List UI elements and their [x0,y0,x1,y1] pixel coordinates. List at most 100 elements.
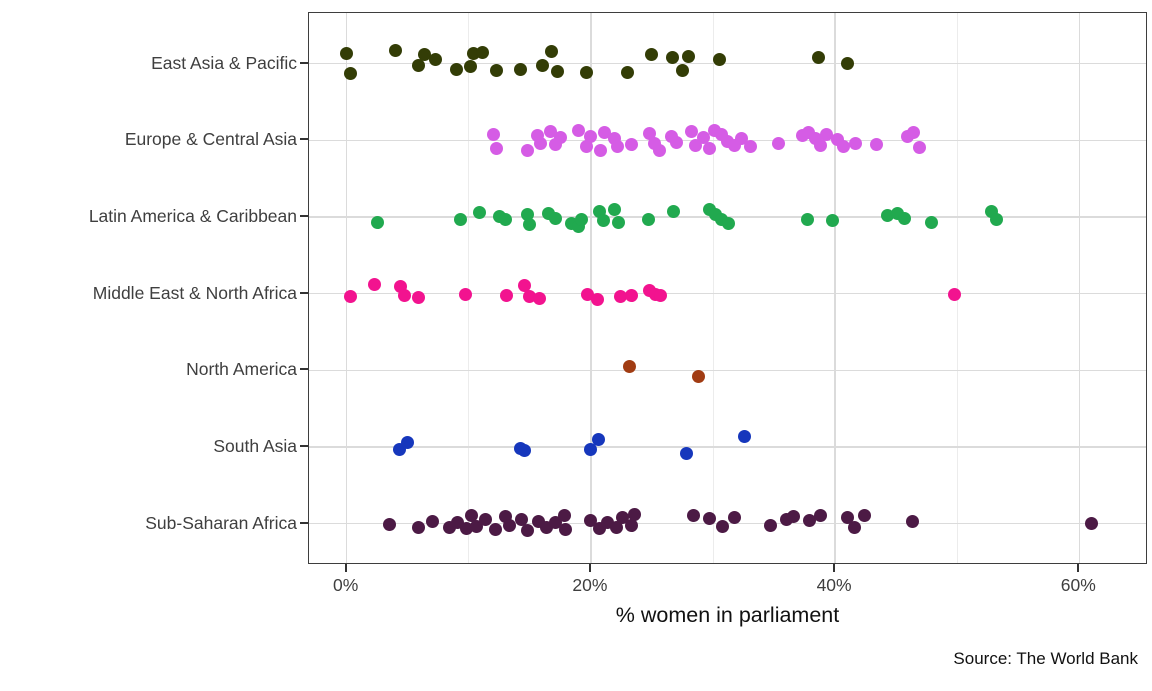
data-point [534,136,548,150]
data-point [787,510,801,524]
data-point [679,447,693,461]
data-point [590,293,604,307]
data-point [621,66,635,80]
x-axis-title: % women in parliament [615,603,840,627]
data-point [498,212,512,226]
data-point [667,204,681,218]
data-point [397,289,411,303]
data-point [463,60,477,74]
data-point [686,509,700,523]
x-tick-label: 20% [572,575,608,595]
data-point [514,513,528,527]
data-point [558,523,572,537]
data-point [412,59,426,73]
data-point [553,130,567,144]
minor-gridline [712,13,714,563]
row-gridline [309,446,1146,448]
data-point [382,518,396,532]
y-tick-label: Middle East & North Africa [92,282,297,303]
y-tick-mark [300,444,308,447]
data-point [513,63,527,77]
data-point [520,524,534,538]
data-point [898,211,912,225]
data-point [722,216,736,230]
data-point [486,127,500,141]
x-tick-mark [588,564,591,572]
data-point [475,46,489,60]
data-point [597,125,611,139]
data-point [1085,517,1098,531]
data-point [551,65,565,79]
data-point [610,521,624,535]
data-point [490,64,504,78]
data-point [702,141,716,155]
data-point [738,430,752,444]
data-point [591,433,605,447]
data-point [584,129,598,143]
data-point [500,289,514,303]
data-point [596,213,610,227]
data-point [368,278,382,292]
data-point [502,519,516,533]
data-point [624,519,638,533]
data-point [763,519,777,533]
data-point [653,289,667,303]
data-point [802,514,816,528]
data-point [912,140,926,154]
data-point [691,369,705,383]
x-tick-label: 0% [333,575,359,595]
row-gridline [309,292,1146,295]
y-tick-mark [300,215,308,217]
y-tick-label: North America [186,359,297,380]
data-point [580,288,594,302]
data-point [450,63,464,77]
data-point [641,212,655,226]
data-point [811,51,825,65]
data-point [645,48,659,62]
data-point [340,47,354,61]
data-point [696,130,710,144]
data-point [453,212,467,226]
data-point [772,136,786,150]
data-point [574,212,588,226]
data-point [548,211,562,225]
data-point [412,521,426,535]
major-gridline [834,13,836,563]
data-point [881,208,895,222]
data-point [418,48,432,62]
data-point [389,44,403,58]
major-gridline [345,13,348,563]
minor-gridline [468,13,470,563]
plot-panel [308,12,1147,564]
data-point [458,288,472,302]
data-point [628,508,642,522]
data-point [535,59,549,73]
minor-gridline [956,13,958,563]
data-point [702,512,716,526]
data-point [623,359,637,373]
x-tick-label: 40% [816,575,852,595]
data-point [666,51,680,65]
data-point [712,53,726,67]
y-tick-label: East Asia & Pacific [151,52,297,73]
data-point [520,143,534,157]
data-point [612,215,626,229]
data-point [459,522,473,536]
data-point [544,124,558,138]
data-point [429,53,443,67]
x-tick-label: 60% [1060,575,1096,595]
data-point [624,137,638,151]
major-gridline [590,13,592,563]
data-point [412,291,426,305]
data-point [425,515,439,529]
data-point [682,50,696,64]
data-point [464,509,478,523]
data-point [906,125,920,139]
data-point [572,123,586,137]
data-point [684,124,698,138]
data-point [820,127,834,141]
data-point [813,509,827,523]
data-point [652,143,666,157]
data-point [370,215,384,229]
data-point [533,292,547,306]
